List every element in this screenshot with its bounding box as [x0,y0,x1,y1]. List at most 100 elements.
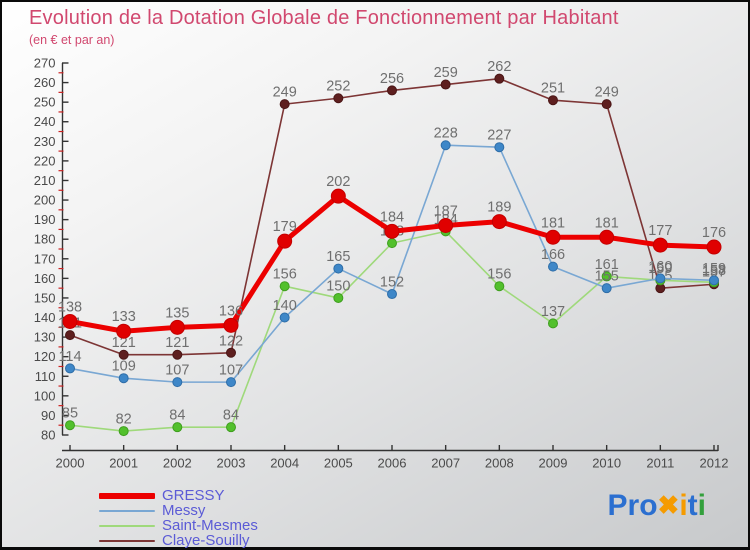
data-point-label: 179 [273,219,297,235]
data-point-marker [601,283,612,294]
data-point-marker [333,292,344,303]
chart-legend: GRESSY Messy Saint-Mesmes Claye-Souilly [99,488,258,548]
y-axis-tick-label: 100 [34,388,56,403]
data-point-marker [118,373,129,384]
data-point-marker [601,271,612,282]
data-point-label: 156 [273,267,297,283]
data-point-label: 135 [165,305,189,321]
data-point-label: 177 [648,223,672,239]
data-point-marker [226,422,236,433]
data-point-label: 150 [326,278,350,294]
data-point-marker [440,79,451,90]
x-axis-tick-label: 2000 [56,456,85,471]
legend-swatch [99,509,155,512]
data-point-marker [118,426,129,437]
data-point-marker [548,261,558,272]
data-point-label: 158 [702,263,726,279]
logo-letter: i [679,489,688,522]
data-point-marker [62,313,78,329]
x-axis-tick-label: 2003 [217,456,246,471]
legend-swatch [99,524,155,527]
y-axis-tick-label: 230 [34,134,56,149]
data-point-label: 155 [595,269,619,285]
data-point-label: 156 [487,267,511,283]
data-point-label: 184 [380,209,404,225]
data-point-label: 181 [595,215,619,231]
x-axis-tick-label: 2008 [485,456,514,471]
data-point-label: 161 [595,257,619,273]
x-axis-tick-label: 2006 [378,456,407,471]
x-axis-tick-label: 2004 [270,456,299,471]
data-point-marker [172,377,183,388]
data-point-label: 85 [62,406,78,422]
data-point-label: 107 [165,363,189,379]
data-point-label: 157 [702,265,726,281]
legend-swatch [99,492,155,499]
logo-letter: P [607,489,628,522]
data-point-label: 187 [434,204,458,220]
data-point-label: 189 [487,200,511,216]
data-point-marker [226,347,236,358]
y-axis-tick-label: 270 [34,56,56,71]
y-axis-tick-label: 90 [41,408,55,423]
y-axis-tick-label: 240 [34,114,56,129]
data-point-label: 114 [58,349,81,365]
legend-item-messy: Messy [99,503,258,518]
data-point-marker [333,93,344,104]
data-point-marker [226,377,236,388]
data-point-label: 137 [541,304,565,320]
data-point-label: 107 [219,363,243,379]
data-point-marker [387,238,397,249]
data-point-label: 181 [541,215,565,231]
data-point-marker [709,275,719,286]
data-point-label: 227 [487,128,511,144]
y-axis-tick-label: 140 [34,310,56,325]
data-point-marker [172,349,183,360]
legend-item-saint-mesmes: Saint-Mesmes [99,518,258,533]
data-point-marker [330,188,346,204]
page-title: Evolution de la Dotation Globale de Fonc… [29,7,619,29]
legend-label: Messy [162,502,206,519]
data-point-label: 256 [380,71,404,87]
y-axis-tick-label: 200 [34,193,56,208]
data-point-marker [494,142,505,153]
x-axis-tick-label: 2010 [592,456,621,471]
data-point-marker [548,95,558,106]
line-chart: 8090100110120130140150160170180190200210… [34,56,729,471]
logo-letter: o [639,489,658,522]
y-axis-tick-label: 210 [34,173,56,188]
data-point-label: 160 [648,259,672,275]
data-point-label: 136 [219,303,243,319]
data-point-label: 84 [169,408,185,424]
data-point-label: 249 [273,85,297,101]
y-axis-tick-label: 160 [34,271,56,286]
chart-header: Evolution de la Dotation Globale de Fonc… [29,7,619,47]
legend-item-gressy: GRESSY [99,488,258,503]
logo-letter: r [627,489,640,522]
data-point-label: 262 [487,59,511,75]
data-point-label: 249 [595,85,619,101]
data-point-marker [169,319,185,335]
data-point-label: 202 [326,174,350,190]
logo-letter: i [697,489,706,522]
data-point-label: 166 [541,247,565,263]
data-point-marker [494,73,505,84]
data-point-marker [652,237,668,253]
x-axis-tick-label: 2002 [163,456,192,471]
data-point-label: 82 [116,412,132,428]
data-point-marker [387,85,397,96]
y-axis-tick-label: 170 [34,251,56,266]
y-axis-tick-label: 260 [34,75,56,90]
data-point-label: 121 [165,335,189,351]
data-point-marker [116,323,132,339]
x-axis-tick-label: 2001 [109,456,138,471]
data-point-marker [438,218,454,234]
data-point-marker [706,239,722,255]
data-point-label: 133 [112,309,136,325]
data-point-marker [333,263,344,274]
x-axis-tick-label: 2007 [431,456,460,471]
data-point-label: 121 [112,335,136,351]
page-subtitle: (en € et par an) [29,33,115,47]
data-point-label: 152 [380,275,404,291]
y-axis-tick-label: 150 [34,290,56,305]
